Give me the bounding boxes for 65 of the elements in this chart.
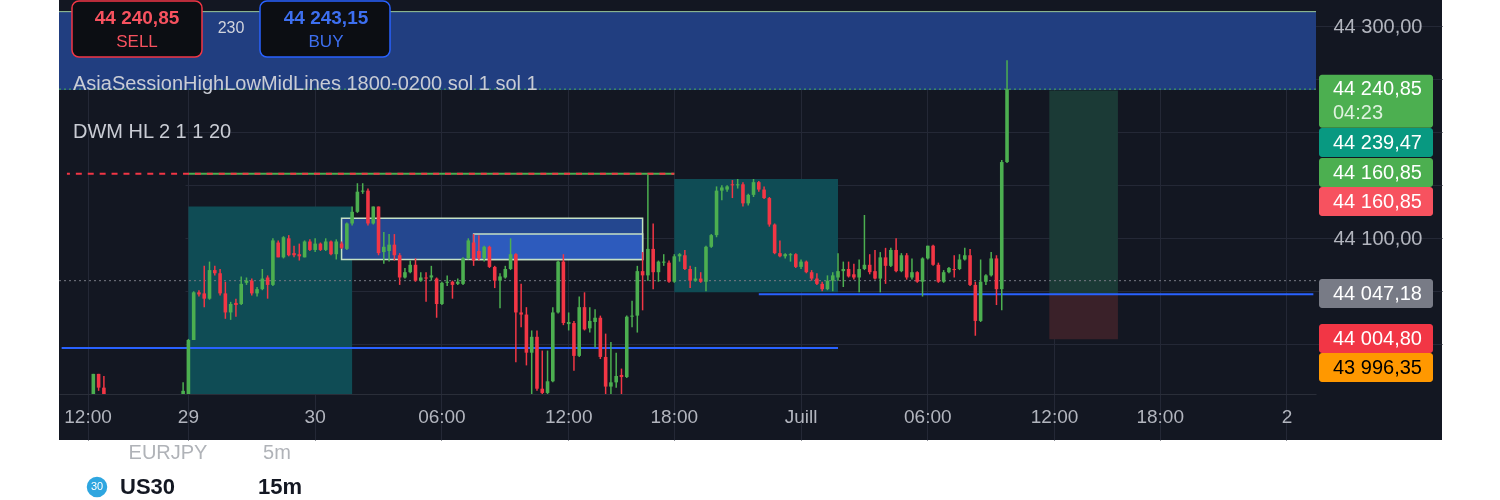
text: 30 <box>90 480 104 492</box>
annotation: 44 240,85 <box>94 7 180 28</box>
candlestick <box>931 243 935 267</box>
x-tick-label: 18:00 <box>1136 405 1184 427</box>
x-tick-label: 2 <box>1281 405 1293 427</box>
x-tick-label: 18:00 <box>650 405 699 427</box>
candlestick <box>492 265 497 289</box>
annotation: BUY <box>308 32 344 51</box>
text: 44 160,85 <box>1333 160 1422 183</box>
candlestick <box>778 239 782 259</box>
x-tick-label: 12:00 <box>544 405 593 427</box>
candlestick <box>878 251 883 294</box>
text: 04:23 <box>1333 100 1384 123</box>
candlestick <box>989 251 993 278</box>
candlestick <box>181 381 185 395</box>
y-tick-label: 44 300,00 <box>1333 14 1423 37</box>
text: 44 160,85 <box>1333 189 1422 212</box>
candlestick <box>477 234 481 262</box>
candlestick <box>424 271 428 303</box>
candlestick <box>962 247 967 262</box>
annotation: 44 243,15 <box>283 7 369 28</box>
text: 44 047,18 <box>1333 281 1422 304</box>
candlestick <box>334 238 339 261</box>
candlestick <box>889 247 893 268</box>
x-tick-label: 06:00 <box>418 405 466 427</box>
annotation: 230 <box>217 19 245 36</box>
candlestick <box>445 274 449 287</box>
text: 44 239,47 <box>1333 130 1422 153</box>
annotation: DWM HL 2 1 1 20 <box>73 120 232 142</box>
x-tick-label: 29 <box>177 405 199 427</box>
candlestick <box>350 205 354 227</box>
candlestick <box>857 258 861 294</box>
candlestick <box>614 351 618 389</box>
text: 44 004,80 <box>1333 326 1422 349</box>
annotation: AsiaSessionHighLowMidLines 1800-0200 sol 1 sol 1 <box>73 72 538 94</box>
candlestick <box>683 249 687 271</box>
candlestick <box>234 297 238 318</box>
text: 15m <box>258 474 303 499</box>
x-tick-label: 12:00 <box>1030 405 1079 427</box>
candlestick <box>894 237 898 273</box>
text: EURJPY <box>128 441 208 463</box>
x-tick-label: Juill <box>784 405 818 427</box>
candlestick <box>952 254 957 279</box>
candlestick <box>667 259 671 284</box>
annotation: SELL <box>116 32 158 51</box>
candlestick <box>651 222 655 290</box>
candlestick <box>852 262 856 281</box>
candlestick <box>218 268 222 297</box>
text: 5m <box>263 441 291 463</box>
candlestick <box>688 265 692 289</box>
text: US30 <box>120 474 176 499</box>
x-tick-label: 12:00 <box>64 405 112 427</box>
candlestick <box>519 283 523 329</box>
candlestick <box>540 349 545 395</box>
candlestick <box>741 181 745 208</box>
candlestick <box>630 300 634 329</box>
text: 43 996,35 <box>1333 355 1422 378</box>
x-tick-label: 06:00 <box>904 405 952 427</box>
y-tick-label: 44 100,00 <box>1333 226 1423 249</box>
candlestick <box>609 341 613 395</box>
candlestick <box>910 257 914 281</box>
ref-line-label: 44 240,85 <box>1333 77 1422 100</box>
x-tick-label: 30 <box>304 405 326 427</box>
candlestick <box>440 280 444 306</box>
candlestick <box>239 275 244 306</box>
